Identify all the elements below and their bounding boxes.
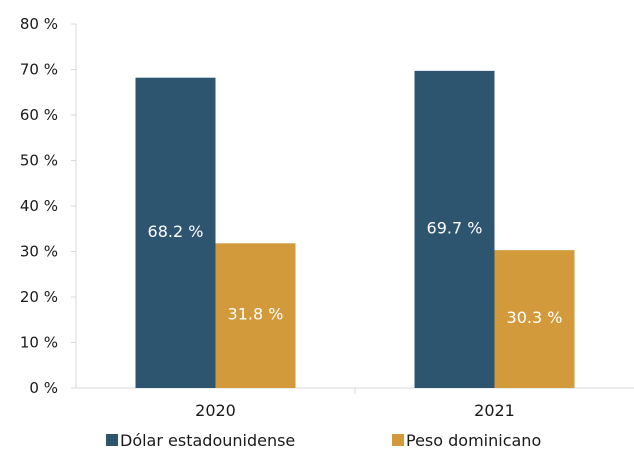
legend-swatch — [392, 434, 404, 446]
legend-label: Dólar estadounidense — [120, 431, 295, 450]
bar — [414, 70, 495, 389]
chart-labels: 68.2 % 31.8 % 2020 69.7 % 30.3 % 2021 — [148, 218, 563, 420]
y-tick-label: 30 % — [20, 243, 58, 261]
bar — [215, 243, 296, 388]
data-label: 31.8 % — [228, 305, 284, 324]
y-tick-label: 0 % — [29, 379, 58, 397]
bar — [494, 250, 575, 388]
data-label: 30.3 % — [507, 308, 563, 327]
y-tick-label: 10 % — [20, 334, 58, 352]
y-tick-label: 70 % — [20, 61, 58, 79]
x-tick-label: 2020 — [195, 401, 236, 420]
x-tick-label: 2021 — [474, 401, 515, 420]
chart-legend: Dólar estadounidense Peso dominicano — [106, 431, 541, 450]
chart-axes: 0 % 10 % 20 % 30 % 40 % 50 % 60 % 70 % 80 % — [20, 15, 634, 397]
bar — [135, 77, 216, 388]
data-label: 69.7 % — [427, 218, 483, 237]
y-tick-label: 60 % — [20, 106, 58, 124]
y-tick-label: 50 % — [20, 152, 58, 170]
y-tick-label: 20 % — [20, 288, 58, 306]
legend-swatch — [106, 434, 118, 446]
chart-bars — [135, 70, 575, 389]
legend-label: Peso dominicano — [406, 431, 541, 450]
data-label: 68.2 % — [148, 222, 204, 241]
y-tick-label: 80 % — [20, 15, 58, 33]
y-tick-label: 40 % — [20, 197, 58, 215]
